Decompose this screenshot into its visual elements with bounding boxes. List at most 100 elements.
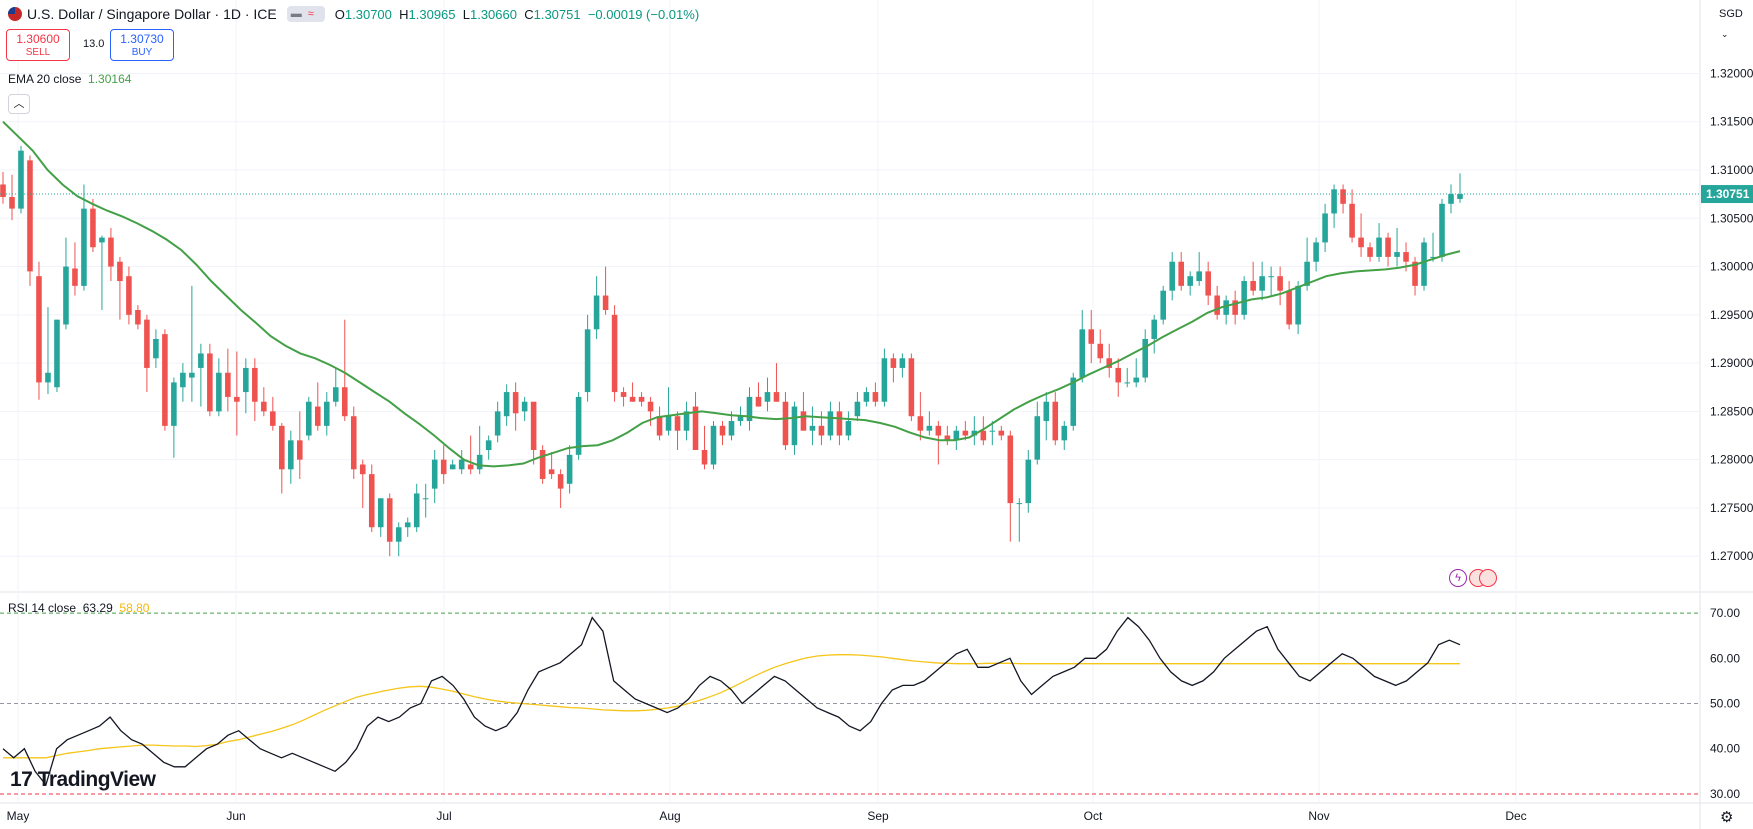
candle <box>1124 367 1131 388</box>
candle-body <box>818 425 825 436</box>
candle-body <box>1241 281 1247 315</box>
candle-body <box>710 425 717 465</box>
candle <box>1313 237 1319 272</box>
candle <box>180 363 186 402</box>
rsi-ma-line <box>3 654 1460 759</box>
candle <box>1331 184 1337 228</box>
candle-body <box>1268 276 1274 278</box>
candle <box>413 483 420 533</box>
candle-body <box>189 372 195 378</box>
candle-body <box>1187 276 1193 286</box>
candle-body <box>1286 290 1292 325</box>
time-tick-label: Sep <box>867 809 889 823</box>
candle-body <box>117 261 123 282</box>
candle <box>881 348 888 407</box>
candle <box>800 392 807 431</box>
candle-body <box>1043 401 1050 422</box>
candle-body <box>1088 329 1095 344</box>
candle <box>1160 285 1166 325</box>
candle-body <box>512 392 519 414</box>
candle-body <box>476 454 483 470</box>
candle-body <box>1277 276 1283 291</box>
collapse-legend-button[interactable]: ︿ <box>8 94 30 114</box>
ema-line <box>2 120 1461 468</box>
candle <box>1034 401 1041 465</box>
candle-body <box>674 416 681 431</box>
candle-body <box>404 522 411 528</box>
candle-body <box>593 295 600 330</box>
candle <box>90 198 96 253</box>
time-tick-label: Jun <box>226 809 245 823</box>
candle-body <box>557 474 564 489</box>
lightning-icon[interactable]: ϟ <box>1449 569 1467 587</box>
candle-body <box>521 401 528 412</box>
candle-body <box>1052 401 1059 441</box>
market-status-button[interactable]: ▬ ≈ <box>286 6 325 22</box>
chevron-down-icon: ⌄ <box>1721 29 1729 39</box>
candle <box>773 363 780 402</box>
candle-body <box>548 469 555 475</box>
sell-button[interactable]: 1.30600 SELL <box>6 29 70 61</box>
candle-body <box>81 208 87 286</box>
symbol-title[interactable]: U.S. Dollar / Singapore Dollar · 1D · IC… <box>27 6 277 22</box>
candle <box>1277 266 1283 306</box>
candle <box>1421 237 1427 291</box>
ema-legend[interactable]: EMA 20 close 1.30164 <box>8 72 131 86</box>
candle <box>836 401 843 446</box>
buy-button[interactable]: 1.30730 BUY <box>110 29 174 61</box>
candle <box>953 425 960 450</box>
candle <box>755 382 762 407</box>
candle <box>162 329 168 431</box>
candle <box>962 421 969 441</box>
sell-label: SELL <box>25 47 51 58</box>
candle <box>890 353 897 383</box>
candle <box>1097 329 1104 364</box>
price-tick-label: 1.27000 <box>1710 549 1753 563</box>
candle <box>99 235 105 310</box>
rsi-tick-label: 30.00 <box>1710 787 1740 801</box>
candle <box>108 227 114 282</box>
candle-body <box>1448 194 1454 204</box>
candle-body <box>629 396 636 402</box>
candle-body <box>359 464 366 475</box>
candle-body <box>252 367 258 402</box>
candle <box>243 358 249 414</box>
candle-body <box>1367 247 1373 257</box>
logo-text: TradingView <box>37 768 156 791</box>
candle <box>440 445 447 484</box>
currency-selector[interactable]: SGD ⌄ <box>1719 4 1749 39</box>
candle-body <box>297 440 303 460</box>
candle-body <box>413 493 420 528</box>
candle-body <box>1160 290 1166 320</box>
candle <box>710 421 717 470</box>
rsi-legend[interactable]: RSI 14 close 63.29 58.80 <box>8 601 149 615</box>
candle <box>989 421 996 446</box>
price-tick-label: 1.27500 <box>1710 501 1753 515</box>
price-tick-label: 1.31500 <box>1710 115 1753 129</box>
candle-body <box>863 392 870 402</box>
candle <box>306 396 312 441</box>
candle-body <box>773 392 780 402</box>
candle <box>719 421 726 446</box>
candle <box>998 425 1005 441</box>
candle-body <box>395 527 402 542</box>
candle-body <box>1178 261 1184 286</box>
candle-body <box>422 498 429 500</box>
candle <box>54 319 60 393</box>
candle-body <box>1007 435 1014 504</box>
gear-icon[interactable]: ⚙ <box>1720 809 1734 826</box>
candle-body <box>917 416 924 431</box>
candle <box>503 384 510 426</box>
candle-body <box>890 358 897 368</box>
candle-body <box>845 421 852 436</box>
candle <box>1349 189 1355 243</box>
candle <box>63 237 69 330</box>
candle <box>45 307 51 394</box>
candle <box>1178 252 1184 291</box>
candle-body <box>90 208 96 248</box>
us-flag-icon[interactable] <box>1479 569 1497 587</box>
candle <box>1340 184 1346 214</box>
candle <box>72 242 78 296</box>
candle <box>279 422 285 494</box>
